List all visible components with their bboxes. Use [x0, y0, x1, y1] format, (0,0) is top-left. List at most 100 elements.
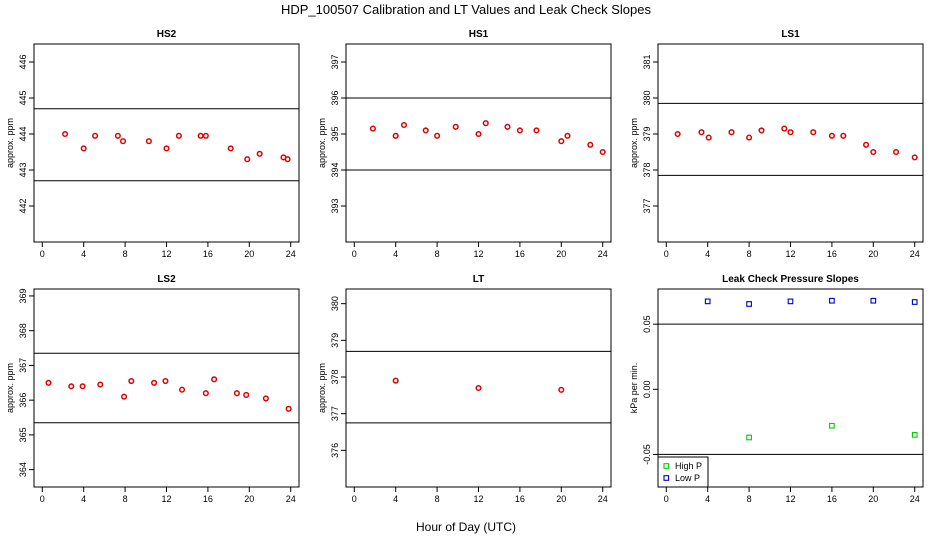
data-point	[558, 386, 565, 393]
data-point	[698, 129, 705, 136]
y-tick-label: 380	[642, 90, 652, 105]
data-point	[870, 148, 877, 156]
data-point	[746, 301, 752, 307]
data-point	[392, 377, 399, 384]
chart-panel-0: HS2 0 4 8 12 16 20 24 442 443 444 445 446 approx. ppm	[5, 29, 300, 259]
x-tick-label: 8	[747, 494, 752, 504]
x-tick-label: 8	[123, 249, 128, 259]
x-tick-label: 20	[244, 249, 254, 259]
data-point	[828, 132, 835, 139]
data-point	[587, 141, 594, 148]
data-point	[533, 127, 540, 134]
data-point	[202, 390, 209, 397]
data-point	[128, 378, 135, 385]
x-tick-label: 4	[81, 494, 86, 504]
data-point	[781, 125, 788, 132]
x-tick-label: 4	[393, 494, 398, 504]
x-tick-label: 24	[286, 494, 296, 504]
x-tick-label: 16	[515, 494, 525, 504]
figure-title: HDP_100507 Calibration and LT Values and…	[281, 2, 652, 17]
data-point	[893, 148, 900, 156]
data-point	[558, 138, 565, 145]
x-tick-label: 0	[40, 249, 45, 259]
data-point	[244, 156, 251, 163]
data-point	[151, 379, 158, 386]
data-point	[162, 378, 169, 385]
data-point	[284, 156, 291, 163]
data-point	[758, 127, 765, 134]
data-point	[202, 132, 209, 139]
x-tick-label: 8	[435, 249, 440, 259]
y-tick-label: 379	[330, 333, 340, 348]
y-tick-label: 365	[18, 427, 28, 442]
y-tick-label: 442	[18, 198, 28, 213]
x-tick-label: 16	[203, 494, 213, 504]
y-tick-label: 366	[18, 393, 28, 408]
data-point	[79, 383, 86, 390]
y-tick-label: 395	[330, 126, 340, 141]
legend-marker	[663, 475, 670, 481]
plot-frame	[657, 43, 924, 243]
data-point	[911, 432, 918, 438]
data-point	[452, 123, 459, 130]
data-point	[163, 145, 170, 152]
data-point	[400, 121, 408, 129]
y-tick-label: 379	[642, 126, 652, 141]
x-tick-label: 24	[598, 249, 608, 259]
y-tick-label: 396	[330, 90, 340, 105]
data-point	[434, 132, 441, 139]
x-tick-label: 16	[203, 249, 213, 259]
data-point	[475, 130, 482, 138]
y-axis-label: approx. ppm	[5, 118, 15, 168]
data-point	[392, 132, 399, 139]
y-tick-label: 397	[330, 54, 340, 69]
x-tick-label: 8	[435, 494, 440, 504]
y-tick-label: 446	[18, 54, 28, 69]
y-tick-label: 377	[330, 406, 340, 421]
y-tick-label: 368	[18, 323, 28, 338]
data-point	[227, 145, 234, 152]
panel-title: LS1	[781, 29, 800, 40]
x-tick-label: 16	[827, 494, 837, 504]
x-tick-label: 0	[352, 494, 357, 504]
data-point	[674, 130, 681, 138]
legend-label: High P	[675, 461, 702, 471]
figure-xlabel: Hour of Day (UTC)	[416, 520, 516, 534]
x-tick-label: 0	[664, 249, 669, 259]
y-axis-label: approx. ppm	[317, 118, 327, 168]
data-point	[482, 120, 489, 127]
data-point	[178, 386, 186, 393]
x-tick-label: 0	[664, 494, 669, 504]
x-tick-label: 8	[123, 494, 128, 504]
data-point	[197, 132, 204, 139]
y-axis-label: approx. ppm	[5, 363, 15, 413]
y-tick-label: 378	[642, 162, 652, 177]
y-tick-label: 367	[18, 358, 28, 373]
x-tick-label: 24	[910, 249, 920, 259]
legend-label: Low P	[675, 473, 700, 483]
x-tick-label: 20	[868, 249, 878, 259]
x-tick-label: 24	[910, 494, 920, 504]
x-tick-label: 4	[705, 249, 710, 259]
data-point	[285, 405, 292, 412]
chart-panel-5: Leak Check Pressure Slopes 0 4 8 12 16 20 24 -0.…	[629, 274, 924, 504]
data-point	[80, 145, 87, 152]
x-tick-label: 24	[598, 494, 608, 504]
data-point	[829, 297, 835, 304]
data-point	[599, 148, 606, 156]
data-point	[256, 150, 263, 157]
data-point	[728, 129, 735, 136]
data-point	[516, 127, 523, 134]
x-tick-label: 12	[473, 249, 483, 259]
data-point	[68, 383, 75, 390]
data-point	[97, 381, 104, 388]
x-tick-label: 12	[161, 494, 171, 504]
data-point	[243, 391, 250, 398]
data-point	[746, 434, 752, 441]
legend-marker	[663, 463, 670, 469]
data-point	[870, 297, 877, 304]
y-tick-label: 369	[18, 288, 28, 303]
x-tick-label: 20	[556, 494, 566, 504]
y-tick-label: 444	[18, 126, 28, 141]
y-tick-label: 380	[330, 296, 340, 311]
